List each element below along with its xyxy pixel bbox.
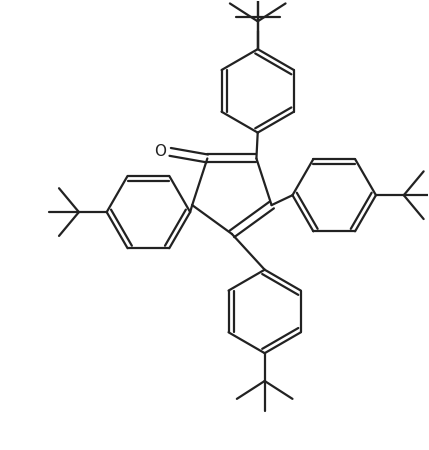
Text: O: O [154,144,166,159]
